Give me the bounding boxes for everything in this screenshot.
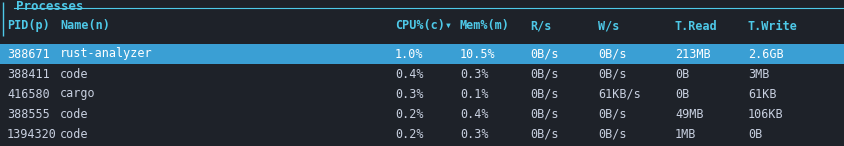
Text: 10.5%: 10.5% xyxy=(459,47,495,60)
Text: 0B/s: 0B/s xyxy=(529,127,558,140)
Text: 388671: 388671 xyxy=(7,47,50,60)
Text: cargo: cargo xyxy=(60,87,95,100)
Text: R/s: R/s xyxy=(529,20,551,33)
Text: 0.1%: 0.1% xyxy=(459,87,488,100)
Text: 0B/s: 0B/s xyxy=(529,107,558,120)
Text: 0B/s: 0B/s xyxy=(529,47,558,60)
Text: 0.3%: 0.3% xyxy=(459,67,488,80)
Text: 1MB: 1MB xyxy=(674,127,695,140)
Text: CPU%(c)▾: CPU%(c)▾ xyxy=(394,20,452,33)
Text: 49MB: 49MB xyxy=(674,107,703,120)
Text: 0.3%: 0.3% xyxy=(459,127,488,140)
Text: PID(p): PID(p) xyxy=(7,20,50,33)
Text: 0B/s: 0B/s xyxy=(529,87,558,100)
Text: W/s: W/s xyxy=(598,20,619,33)
Text: T.Read: T.Read xyxy=(674,20,717,33)
Text: 0B: 0B xyxy=(747,127,761,140)
Text: 1.0%: 1.0% xyxy=(394,47,423,60)
Text: 61KB/s: 61KB/s xyxy=(598,87,640,100)
Text: rust-analyzer: rust-analyzer xyxy=(60,47,153,60)
Text: 388555: 388555 xyxy=(7,107,50,120)
Bar xyxy=(0,44,844,64)
Text: 0B: 0B xyxy=(674,87,689,100)
Text: 388411: 388411 xyxy=(7,67,50,80)
Text: Name(n): Name(n) xyxy=(60,20,110,33)
Text: code: code xyxy=(60,107,89,120)
Text: 0B/s: 0B/s xyxy=(529,67,558,80)
Text: Processes: Processes xyxy=(16,0,84,13)
Text: 213MB: 213MB xyxy=(674,47,710,60)
Text: 0.2%: 0.2% xyxy=(394,127,423,140)
Text: 1394320: 1394320 xyxy=(7,127,57,140)
Text: code: code xyxy=(60,127,89,140)
Text: 0.2%: 0.2% xyxy=(394,107,423,120)
Text: 2.6GB: 2.6GB xyxy=(747,47,782,60)
Text: 0.3%: 0.3% xyxy=(394,87,423,100)
Text: 0B/s: 0B/s xyxy=(598,67,625,80)
Text: 3MB: 3MB xyxy=(747,67,769,80)
Text: 0B/s: 0B/s xyxy=(598,107,625,120)
Text: 0.4%: 0.4% xyxy=(394,67,423,80)
Text: 0.4%: 0.4% xyxy=(459,107,488,120)
Text: code: code xyxy=(60,67,89,80)
Text: Mem%(m): Mem%(m) xyxy=(459,20,509,33)
Text: 416580: 416580 xyxy=(7,87,50,100)
Text: 0B: 0B xyxy=(674,67,689,80)
Text: T.Write: T.Write xyxy=(747,20,797,33)
Text: 0B/s: 0B/s xyxy=(598,127,625,140)
Text: 61KB: 61KB xyxy=(747,87,776,100)
Text: 106KB: 106KB xyxy=(747,107,782,120)
Text: 0B/s: 0B/s xyxy=(598,47,625,60)
